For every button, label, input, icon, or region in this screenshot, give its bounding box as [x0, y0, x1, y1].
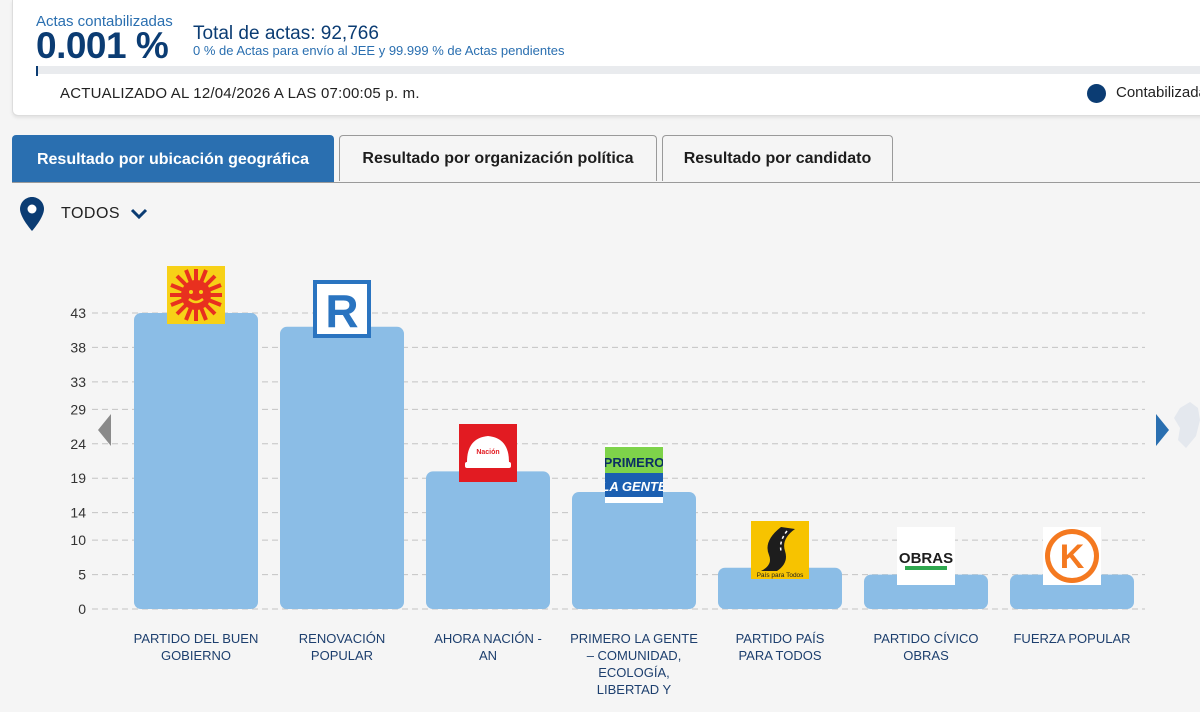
chart-next-arrow-icon[interactable]	[1155, 414, 1169, 446]
x-category-label: GOBIERNO	[161, 648, 231, 663]
summary-card	[12, 0, 1200, 116]
bar-6	[1010, 574, 1134, 609]
x-category-label: RENOVACIÓN	[299, 631, 385, 646]
progress-bar	[36, 66, 1200, 74]
x-category-label: PARTIDO CÍVICO	[874, 631, 979, 646]
k-logo-icon: K	[1043, 527, 1101, 585]
tab-candidato[interactable]: Resultado por candidato	[662, 135, 893, 181]
bar-5	[864, 574, 988, 609]
tabs-divider	[12, 182, 1200, 183]
location-pin-icon	[20, 197, 44, 231]
y-tick-label: 10	[70, 532, 86, 548]
bar-2	[426, 471, 550, 609]
results-bar-chart: 0 5 10 14 19 24 29 33 38 43 PARTIDO DEL BUEN GOBIER…	[70, 305, 1145, 697]
bar-1	[280, 326, 404, 609]
obras-logo-icon: OBRAS	[897, 527, 955, 585]
y-tick-label: 43	[70, 305, 86, 321]
road-logo-text: País para Todos	[757, 572, 805, 579]
tab-ubicacion-geografica[interactable]: Resultado por ubicación geográfica	[12, 135, 334, 183]
x-category-label: AHORA NACIÓN -	[434, 631, 542, 646]
logo-renovacion-popular: R	[313, 279, 371, 338]
x-category-label: LIBERTAD Y	[597, 682, 672, 697]
x-category-label: – COMUNIDAD,	[587, 648, 682, 663]
k-logo-letter: K	[1060, 538, 1085, 576]
actas-label: Actas contabilizadas	[36, 13, 173, 30]
y-tick-label: 33	[70, 374, 86, 390]
updated-timestamp: ACTUALIZADO AL 12/04/2026 A LAS 07:00:05…	[60, 85, 420, 102]
tab-organizacion-politica[interactable]: Resultado por organización política	[339, 135, 657, 181]
logo-primero-la-gente: PRIMERO LA GENTE	[601, 444, 667, 503]
y-tick-label: 38	[70, 339, 86, 355]
x-category-label: PRIMERO LA GENTE	[570, 631, 698, 646]
logo-fuerza-popular: K	[1043, 527, 1101, 585]
total-actas: Total de actas: 92,766	[193, 23, 379, 44]
helmet-logo-text: Nación	[476, 449, 499, 456]
primero-logo-line1: PRIMERO	[605, 455, 663, 470]
bar-0	[134, 313, 258, 609]
logo-partido-civico-obras: OBRAS	[897, 527, 955, 585]
primero-logo-line2: LA GENTE	[605, 479, 663, 494]
bar-3	[572, 491, 696, 609]
sun-logo-icon	[167, 266, 225, 324]
actas-subtitle: 0 % de Actas para envío al JEE y 99.999 …	[193, 43, 565, 58]
y-tick-label: 5	[78, 567, 86, 583]
actas-percentage: 0.001 %	[36, 25, 169, 66]
logo-partido-del-buen-gobierno	[167, 266, 225, 324]
filter-label: TODOS	[61, 205, 121, 222]
x-category-label: PARTIDO DEL BUEN	[134, 631, 259, 646]
primero-la-gente-logo-icon: PRIMERO LA GENTE	[601, 444, 667, 503]
chevron-down-icon	[131, 208, 148, 220]
x-category-label: FUERZA POPULAR	[1013, 631, 1130, 646]
progress-marker	[36, 66, 38, 76]
obras-logo-text: OBRAS	[899, 550, 953, 567]
legend-label: Contabilizadas	[1116, 84, 1200, 101]
y-tick-label: 14	[70, 505, 86, 521]
chart-prev-arrow-icon[interactable]	[98, 414, 112, 446]
logo-ahora-nacion: Nación	[459, 424, 517, 483]
y-tick-label: 19	[70, 470, 86, 486]
y-tick-label: 24	[70, 436, 86, 452]
x-category-label: AN	[479, 648, 497, 663]
r-logo-letter: R	[325, 285, 358, 337]
r-logo-icon: R	[313, 279, 371, 338]
location-filter-dropdown[interactable]: TODOS	[20, 197, 148, 231]
logo-partido-pais-para-todos: País para Todos	[751, 520, 809, 579]
y-tick-label: 0	[78, 601, 86, 617]
x-category-label: PARA TODOS	[738, 648, 821, 663]
helmet-logo-icon: Nación	[459, 424, 517, 483]
x-category-label: PARTIDO PAÍS	[736, 631, 825, 646]
y-tick-label: 29	[70, 401, 86, 417]
x-category-label: OBRAS	[903, 648, 949, 663]
map-thumbnail-icon[interactable]	[1170, 400, 1200, 450]
x-category-label: POPULAR	[311, 648, 373, 663]
road-logo-icon: País para Todos	[751, 520, 809, 579]
bar-4	[718, 567, 842, 609]
legend-dot-icon	[1087, 84, 1106, 103]
x-category-label: ECOLOGÍA,	[598, 665, 670, 680]
